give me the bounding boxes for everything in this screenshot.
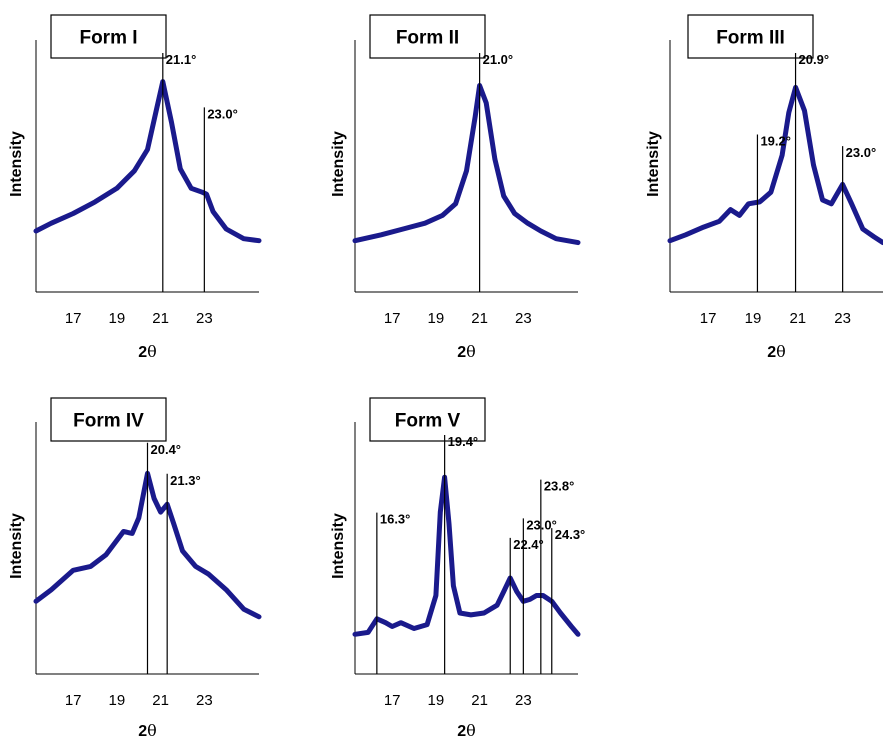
chart-title: Form V — [395, 411, 461, 432]
peak-label: 23.0° — [526, 517, 557, 532]
chart-panel-1: Form I Intensity 17 19 21 23 2θ 21.1° 23.0° — [8, 14, 262, 361]
title-box — [687, 14, 814, 59]
chart-panel-5: Form V Intensity 17 19 21 23 2θ 16.3° 19.4° 22.4°… — [330, 397, 586, 737]
x-tick-label: 21 — [152, 310, 169, 327]
chart-panel-2: Form II Intensity 17 19 21 23 2θ 21.0° — [330, 14, 581, 361]
x-tick-label: 19 — [745, 310, 762, 327]
y-axis-label: Intensity — [330, 131, 347, 197]
x-tick-label: 23 — [834, 310, 851, 327]
xrd-pattern-line — [352, 83, 581, 246]
chart-panel-3: Form III Intensity 17 19 21 23 2θ 19.2° 20.9° 23.… — [645, 14, 883, 361]
xrd-pattern-line — [33, 470, 262, 620]
title-box — [50, 14, 167, 59]
title-box — [369, 14, 486, 59]
x-tick-label: 17 — [700, 310, 717, 327]
y-axis-label: Intensity — [8, 513, 25, 579]
xrd-pattern-line — [352, 474, 581, 637]
chart-title: Form II — [396, 28, 459, 49]
chart-title: Form I — [79, 28, 137, 49]
x-tick-label: 17 — [384, 310, 401, 327]
peak-label: 21.0° — [483, 52, 514, 67]
x-tick-label: 21 — [471, 692, 488, 709]
x-tick-label: 23 — [515, 310, 532, 327]
x-tick-label: 23 — [196, 692, 213, 709]
chart-title: Form III — [716, 28, 785, 49]
peak-label: 21.1° — [166, 52, 197, 67]
x-tick-label: 21 — [152, 692, 169, 709]
peak-label: 16.3° — [380, 512, 411, 527]
y-axis-label: Intensity — [8, 131, 25, 197]
peak-label: 22.4° — [513, 537, 544, 552]
x-tick-label: 19 — [109, 692, 126, 709]
x-axis-label: 2θ — [138, 721, 157, 737]
peak-label: 19.4° — [448, 434, 479, 449]
x-tick-label: 23 — [196, 310, 213, 327]
title-box — [50, 397, 167, 442]
peak-label: 23.0° — [846, 145, 877, 160]
x-tick-label: 19 — [428, 310, 445, 327]
x-axis-label: 2θ — [457, 342, 476, 361]
x-tick-label: 17 — [65, 310, 82, 327]
x-tick-label: 19 — [428, 692, 445, 709]
peak-label: 21.3° — [170, 473, 201, 488]
x-tick-label: 17 — [65, 692, 82, 709]
chart-panel-4: Form IV Intensity 17 19 21 23 2θ 20.4° 21.3° — [8, 397, 262, 737]
x-axis-label: 2θ — [138, 342, 157, 361]
peak-label: 24.3° — [555, 527, 586, 542]
xrd-pattern-line — [667, 84, 883, 246]
x-tick-label: 17 — [384, 692, 401, 709]
peak-label: 20.4° — [151, 442, 182, 457]
x-tick-label: 19 — [109, 310, 126, 327]
xrd-pattern-line — [33, 79, 262, 244]
y-axis-label: Intensity — [645, 131, 662, 197]
x-tick-label: 21 — [471, 310, 488, 327]
chart-title: Form IV — [73, 411, 144, 432]
x-axis-label: 2θ — [457, 721, 476, 737]
peak-label: 20.9° — [799, 52, 830, 67]
x-tick-label: 21 — [789, 310, 806, 327]
peak-label: 23.0° — [207, 106, 238, 121]
x-axis-label: 2θ — [767, 342, 786, 361]
peak-label: 19.2° — [760, 133, 791, 148]
title-box — [369, 397, 486, 442]
y-axis-label: Intensity — [330, 513, 347, 579]
x-tick-label: 23 — [515, 692, 532, 709]
peak-label: 23.8° — [544, 479, 575, 494]
